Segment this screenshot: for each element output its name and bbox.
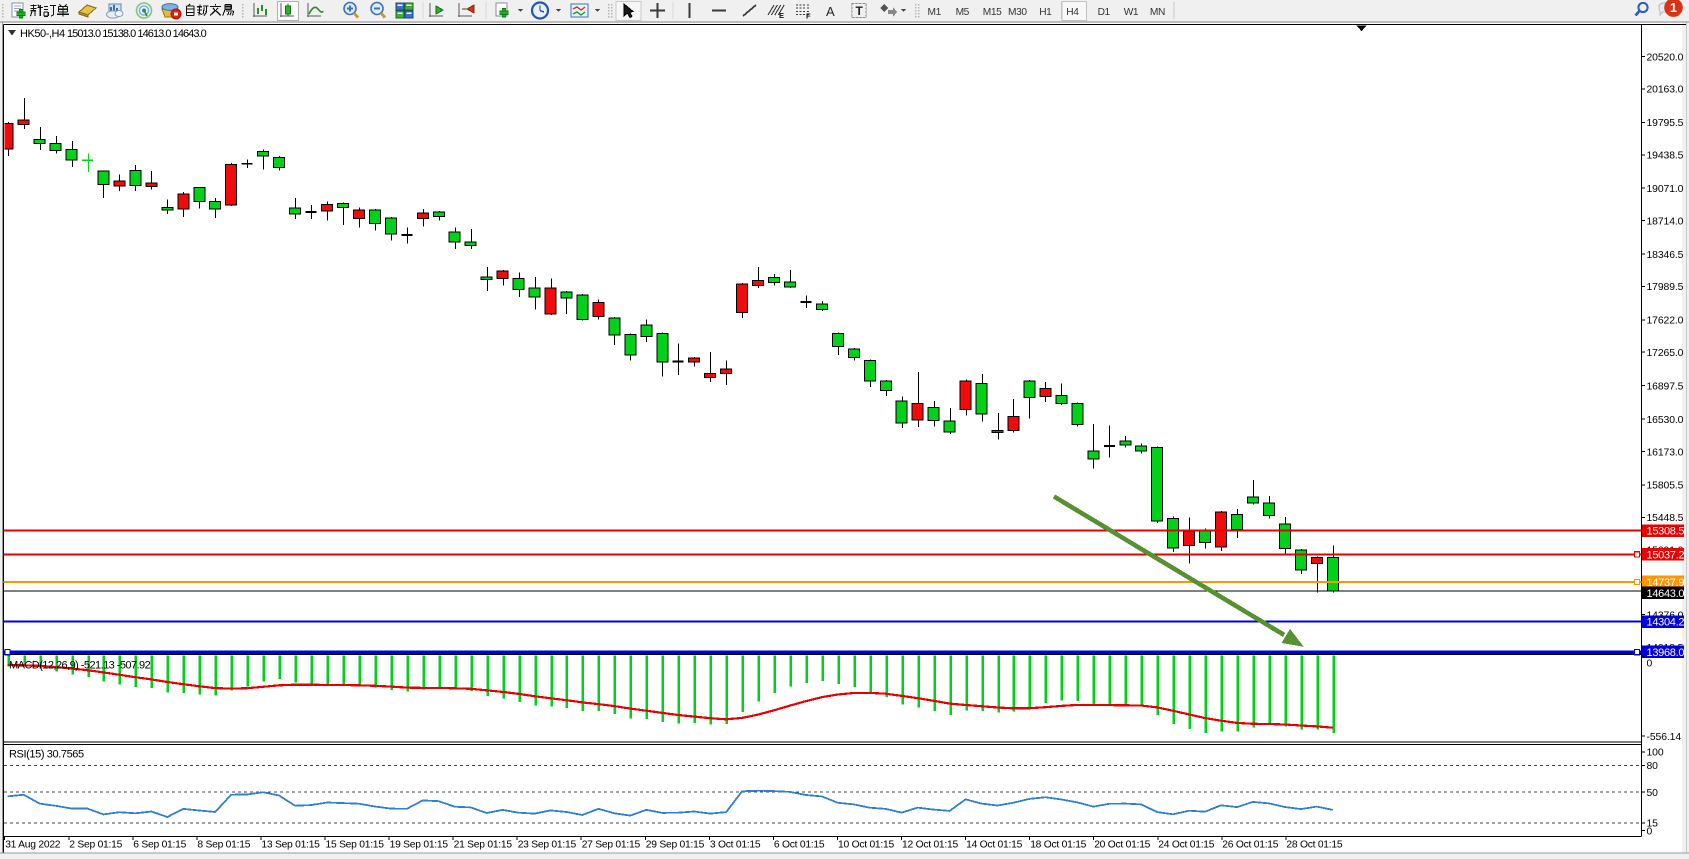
svg-text:26 Oct 01:15: 26 Oct 01:15: [1222, 840, 1278, 851]
svg-text:1: 1: [1670, 0, 1677, 15]
svg-text:19438.5: 19438.5: [1647, 151, 1684, 162]
svg-text:31 Aug 2022: 31 Aug 2022: [5, 840, 61, 851]
svg-text:29 Sep 01:15: 29 Sep 01:15: [646, 840, 705, 851]
svg-text:20163.0: 20163.0: [1647, 85, 1684, 96]
svg-text:14643.0: 14643.0: [1647, 588, 1685, 600]
svg-text:0: 0: [1647, 659, 1653, 670]
svg-text:13968.0: 13968.0: [1647, 647, 1685, 659]
svg-text:15013.0 15138.0 14613.0 14643.: 15013.0 15138.0 14613.0 14643.0: [67, 28, 207, 40]
svg-text:28 Oct 01:15: 28 Oct 01:15: [1286, 840, 1342, 851]
svg-text:T: T: [856, 4, 864, 18]
svg-text:14737.9: 14737.9: [1647, 577, 1685, 589]
svg-text:M30: M30: [1008, 7, 1027, 18]
svg-text:15308.5: 15308.5: [1647, 526, 1685, 538]
svg-text:E: E: [779, 11, 784, 20]
svg-text:14 Oct 01:15: 14 Oct 01:15: [966, 840, 1022, 851]
svg-text:50: 50: [1647, 788, 1659, 799]
svg-text:M1: M1: [928, 7, 942, 18]
svg-text:19 Sep 01:15: 19 Sep 01:15: [390, 840, 449, 851]
svg-text:18 Oct 01:15: 18 Oct 01:15: [1030, 840, 1086, 851]
svg-text:H4: H4: [1066, 7, 1079, 18]
svg-text:15448.5: 15448.5: [1647, 513, 1684, 524]
svg-text:6 Sep 01:15: 6 Sep 01:15: [133, 840, 186, 851]
svg-text:6 Oct 01:15: 6 Oct 01:15: [774, 840, 825, 851]
svg-text:16530.0: 16530.0: [1647, 415, 1684, 426]
svg-text:100: 100: [1647, 748, 1664, 759]
svg-text:15 Sep 01:15: 15 Sep 01:15: [326, 840, 385, 851]
svg-text:27 Sep 01:15: 27 Sep 01:15: [582, 840, 641, 851]
svg-text:14304.2: 14304.2: [1647, 617, 1685, 629]
svg-text:15037.2: 15037.2: [1647, 549, 1685, 561]
svg-text:H1: H1: [1039, 7, 1052, 18]
svg-text:15: 15: [1647, 819, 1659, 830]
svg-text:M15: M15: [983, 7, 1002, 18]
svg-text:12 Oct 01:15: 12 Oct 01:15: [902, 840, 958, 851]
svg-text:19795.5: 19795.5: [1647, 118, 1684, 129]
svg-text:MN: MN: [1150, 7, 1165, 18]
svg-text:0: 0: [1647, 827, 1653, 838]
svg-text:8 Sep 01:15: 8 Sep 01:15: [197, 840, 250, 851]
svg-text:13 Sep 01:15: 13 Sep 01:15: [261, 840, 320, 851]
svg-text:18346.5: 18346.5: [1647, 250, 1684, 261]
svg-text:20520.0: 20520.0: [1647, 52, 1684, 63]
svg-text:17989.5: 17989.5: [1647, 282, 1684, 293]
svg-text:MACD(12,26,9) -521.13 -507.92: MACD(12,26,9) -521.13 -507.92: [9, 660, 151, 672]
svg-text:F: F: [806, 12, 811, 21]
svg-text:18714.0: 18714.0: [1647, 216, 1684, 227]
svg-text:17622.0: 17622.0: [1647, 316, 1684, 327]
svg-text:M5: M5: [956, 7, 970, 18]
svg-text:W1: W1: [1124, 7, 1139, 18]
svg-text:21 Sep 01:15: 21 Sep 01:15: [454, 840, 513, 851]
svg-text:D1: D1: [1098, 7, 1111, 18]
svg-text:16897.5: 16897.5: [1647, 381, 1684, 392]
svg-text:17265.0: 17265.0: [1647, 348, 1684, 359]
svg-text:A: A: [826, 4, 835, 19]
svg-text:23 Sep 01:15: 23 Sep 01:15: [518, 840, 577, 851]
svg-text:80: 80: [1647, 761, 1659, 772]
svg-text:3 Oct 01:15: 3 Oct 01:15: [710, 840, 761, 851]
svg-text:24 Oct 01:15: 24 Oct 01:15: [1158, 840, 1214, 851]
svg-text:HK50-,H4: HK50-,H4: [20, 28, 65, 40]
svg-text:10 Oct 01:15: 10 Oct 01:15: [838, 840, 894, 851]
svg-text:2 Sep 01:15: 2 Sep 01:15: [69, 840, 122, 851]
svg-text:15805.5: 15805.5: [1647, 481, 1684, 492]
svg-text:19071.0: 19071.0: [1647, 184, 1684, 195]
svg-text:RSI(15) 30.7565: RSI(15) 30.7565: [9, 749, 84, 761]
svg-text:-556.14: -556.14: [1647, 732, 1682, 743]
svg-text:16173.0: 16173.0: [1647, 447, 1684, 458]
svg-text:20 Oct 01:15: 20 Oct 01:15: [1094, 840, 1150, 851]
